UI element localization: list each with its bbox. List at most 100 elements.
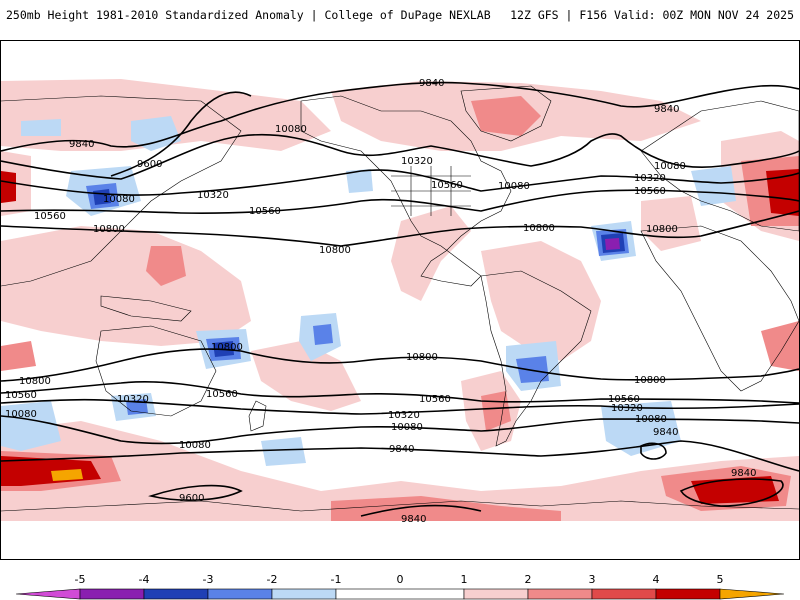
- colorbar-swatches: [15, 588, 785, 600]
- colorbar-swatch: [207, 588, 273, 600]
- positive-anomaly-region: [1, 421, 799, 521]
- contour-label: 10800: [19, 376, 51, 387]
- anomaly-map: 9840 9840 9840 10080 9600 10320 10080 10…: [1, 78, 799, 525]
- contour-label: 9600: [179, 493, 204, 504]
- positive-anomaly-region: [1, 226, 251, 346]
- colorbar-tick-label: 1: [461, 573, 468, 586]
- extreme-positive-anomaly: [51, 469, 83, 481]
- contour-label: 10800: [406, 352, 438, 363]
- colorbar-swatch: [79, 588, 145, 600]
- negative-anomaly-core: [313, 324, 333, 345]
- colorbar-tick-label: 5: [717, 573, 724, 586]
- contour-label: 10320: [611, 403, 643, 414]
- map-panel: 9840 9840 9840 10080 9600 10320 10080 10…: [0, 40, 800, 560]
- contour-label: 10080: [275, 124, 307, 135]
- positive-anomaly-region: [761, 321, 799, 371]
- contour-10320-south: [1, 398, 799, 415]
- contour-9600-north: [110, 91, 252, 177]
- positive-anomaly-region: [146, 246, 186, 286]
- colorbar-tick-label: 0: [397, 573, 404, 586]
- colorbar-tick-label: 4: [653, 573, 660, 586]
- negative-anomaly-region: [131, 116, 181, 151]
- contour-label: 10080: [5, 409, 37, 420]
- asia-coast: [1, 95, 242, 287]
- negative-anomaly-region: [261, 437, 306, 466]
- negative-anomaly-core: [516, 356, 549, 383]
- contour-label: 10080: [498, 181, 530, 192]
- contour-10560-north: [1, 189, 799, 214]
- contour-label: 10800: [634, 375, 666, 386]
- contour-label: 9840: [419, 78, 444, 89]
- colorbar-swatch: [271, 588, 337, 600]
- contour-label: 10800: [93, 224, 125, 235]
- contour-label: 10080: [103, 194, 135, 205]
- greenland-coast: [460, 85, 552, 142]
- colorbar-arrow-high: [719, 588, 785, 600]
- contour-label: 9840: [69, 139, 94, 150]
- contour-10080-closed-nz: [640, 442, 667, 460]
- contour-9840-antarctic-east: [679, 478, 784, 507]
- colorbar-tick-label: -5: [75, 573, 86, 586]
- contour-10800-north: [1, 210, 799, 247]
- contour-10320-north: [1, 169, 799, 196]
- colorbar-swatch: [463, 588, 529, 600]
- positive-anomaly-region: [471, 96, 541, 136]
- contour-10080-south: [1, 415, 799, 445]
- contour-label: 10080: [391, 422, 423, 433]
- contour-label: 10800: [319, 245, 351, 256]
- contour-10080-north: [1, 133, 799, 180]
- contour-label: 9840: [653, 427, 678, 438]
- strong-positive-anomaly: [1, 171, 16, 203]
- contour-label: 9600: [137, 159, 162, 170]
- negative-anomaly-region: [691, 166, 736, 206]
- contour-label: 9840: [389, 444, 414, 455]
- header: 250mb Height 1981-2010 Standardized Anom…: [0, 0, 800, 34]
- contour-9840-antarctic-center: [360, 504, 482, 517]
- positive-anomaly-region: [481, 241, 601, 361]
- contour-labels: 9840 9840 9840 10080 9600 10320 10080 10…: [5, 78, 756, 525]
- contour-label: 10800: [523, 223, 555, 234]
- colorbar-tick-label: 3: [589, 573, 596, 586]
- model-run-info: 12Z GFS | F156 Valid: 00Z MON NOV 24 202…: [510, 8, 794, 22]
- contour-9840-north: [1, 81, 799, 152]
- contour-label: 10800: [211, 342, 243, 353]
- contour-label: 10320: [634, 173, 666, 184]
- negative-anomaly-region: [346, 169, 373, 193]
- coastlines: [1, 85, 799, 512]
- contour-label: 10560: [608, 394, 640, 405]
- colorbar-tick-label: 2: [525, 573, 532, 586]
- strong-positive-anomaly: [691, 476, 779, 504]
- australia-coast: [95, 325, 217, 417]
- contour-label: 9840: [731, 468, 756, 479]
- colorbar-tick-label: -2: [267, 573, 278, 586]
- contour-10560-south: [1, 381, 799, 404]
- contour-label: 9840: [654, 104, 679, 115]
- contour-label: 10560: [419, 394, 451, 405]
- europe-coast: [640, 100, 799, 232]
- colorbar-swatch: [655, 588, 721, 600]
- contour-label: 10320: [401, 156, 433, 167]
- contour-label: 10080: [179, 440, 211, 451]
- negative-anomaly-region: [1, 401, 61, 451]
- contour-label: 10320: [197, 190, 229, 201]
- contour-9600-south: [148, 484, 243, 501]
- indonesia-coast: [100, 295, 192, 322]
- contour-9840-south: [1, 440, 799, 472]
- contour-label: 9840: [401, 514, 426, 525]
- contour-label: 10080: [635, 414, 667, 425]
- contour-label: 10560: [431, 180, 463, 191]
- contour-label: 10320: [388, 410, 420, 421]
- contour-label: 10800: [646, 224, 678, 235]
- positive-anomaly-region: [331, 496, 561, 521]
- south-america-coast: [480, 270, 592, 447]
- contour-label: 10080: [654, 161, 686, 172]
- positive-anomaly-region: [1, 341, 36, 371]
- us-state-lines: [391, 166, 471, 216]
- contour-label: 10560: [249, 206, 281, 217]
- colorbar-swatch: [143, 588, 209, 600]
- colorbar-swatch: [591, 588, 657, 600]
- positive-anomaly-region: [391, 206, 471, 301]
- contour-label: 10560: [34, 211, 66, 222]
- colorbar-tick-label: -3: [203, 573, 214, 586]
- negative-anomaly-region: [601, 401, 681, 456]
